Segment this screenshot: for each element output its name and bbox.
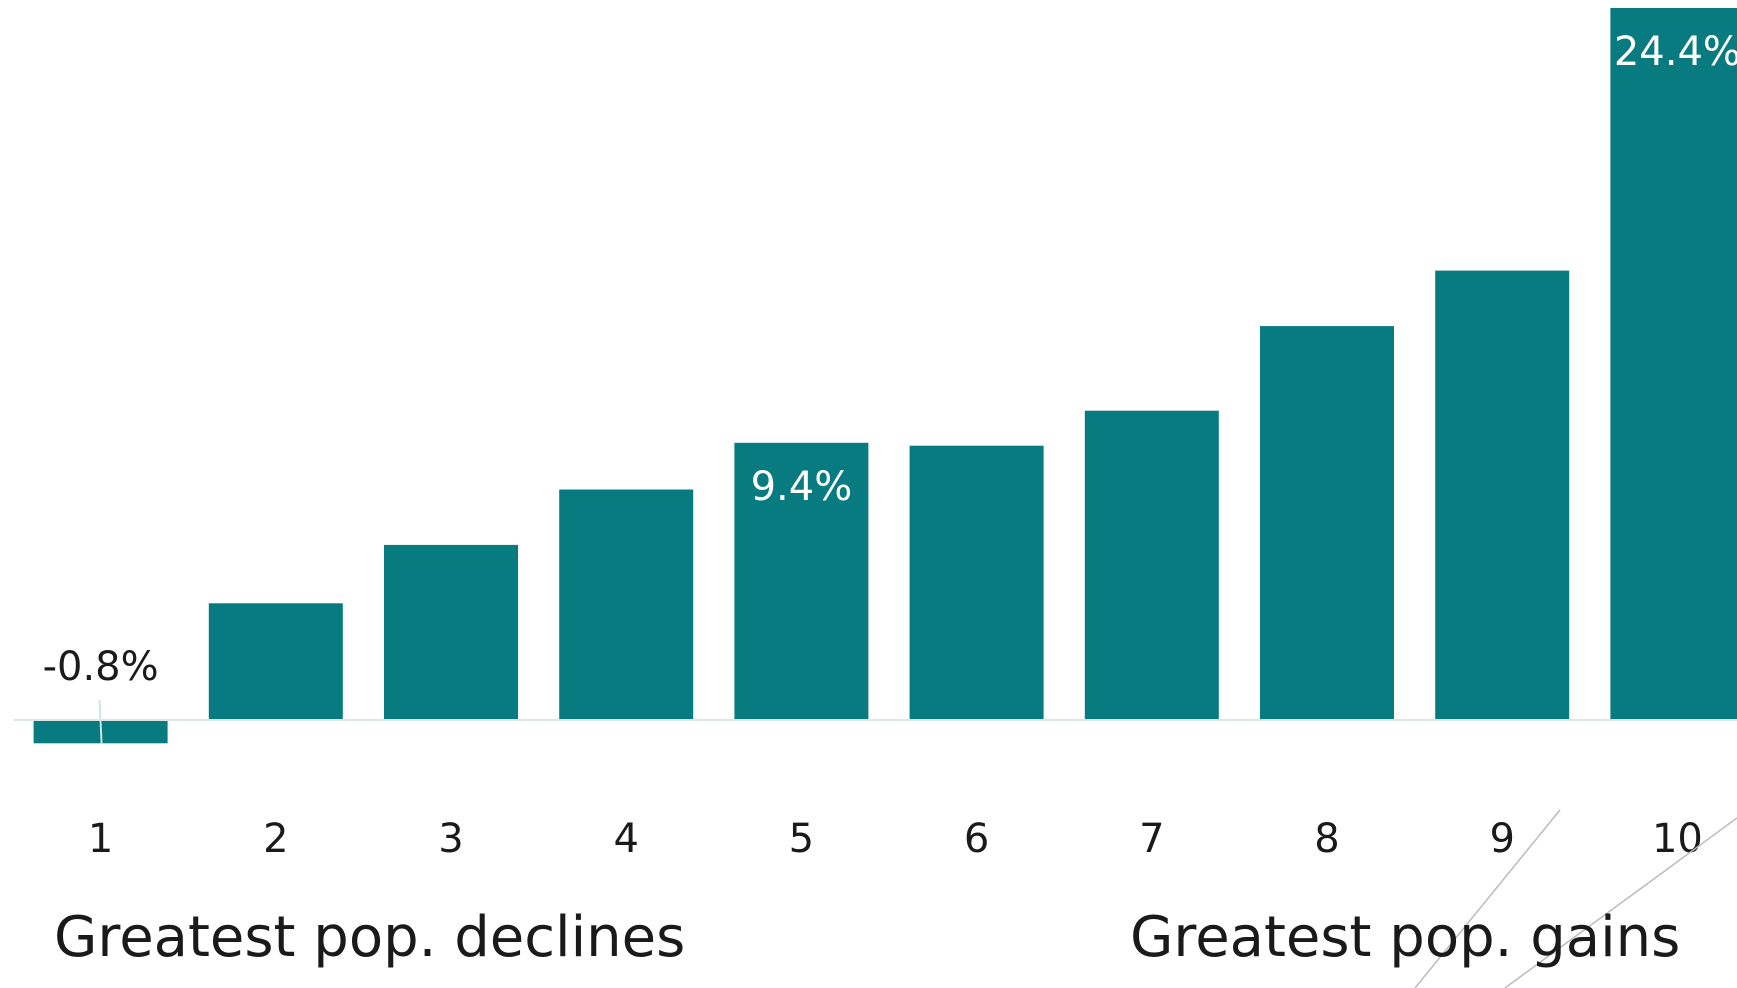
bar-8: [1260, 326, 1394, 720]
corner-decoration: [1414, 809, 1737, 988]
x-tick-label-10: 10: [1652, 816, 1703, 862]
data-labels-group: -0.8% 9.4% 24.4%: [43, 29, 1737, 745]
x-tick-label-3: 3: [438, 816, 463, 862]
bar-2: [208, 603, 343, 720]
x-tick-label-6: 6: [964, 816, 989, 862]
corner-decorative-line-2: [1414, 809, 1561, 988]
data-label-1: -0.8%: [43, 644, 159, 690]
x-tick-label-8: 8: [1314, 816, 1339, 862]
data-label-10: 24.4%: [1614, 29, 1737, 75]
bar-9: [1435, 270, 1570, 720]
bar-7: [1084, 410, 1219, 720]
caption-greatest-gains: Greatest pop. gains: [1130, 905, 1681, 970]
data-label-leader-line: [98, 699, 103, 745]
x-tick-label-9: 9: [1489, 816, 1514, 862]
bar-5: [734, 442, 869, 720]
bar-6: [909, 445, 1044, 720]
x-tick-labels-group: 1 2 3 4 5 6 7 8 9 10: [88, 816, 1703, 862]
x-tick-label-4: 4: [613, 816, 638, 862]
data-label-5: 9.4%: [751, 464, 853, 510]
x-tick-label-2: 2: [263, 816, 288, 862]
bar-4: [559, 489, 694, 720]
x-tick-label-5: 5: [789, 816, 814, 862]
x-tick-label-7: 7: [1139, 816, 1164, 862]
bar-10: [1610, 8, 1737, 720]
corner-decorative-line-1: [1504, 817, 1737, 988]
caption-greatest-declines: Greatest pop. declines: [54, 905, 686, 970]
bar-3: [384, 544, 518, 720]
bars-group: [33, 8, 1737, 744]
x-tick-label-1: 1: [88, 816, 113, 862]
